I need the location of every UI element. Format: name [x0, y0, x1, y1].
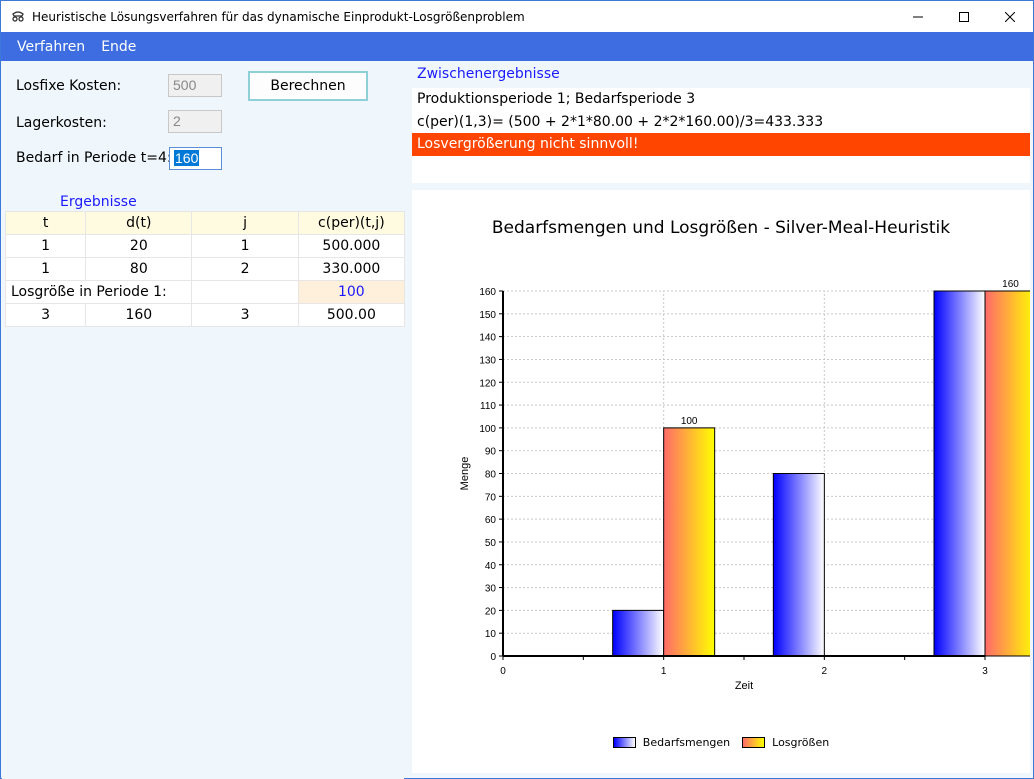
bar-losgrößen: [984, 290, 1030, 657]
y-tick-label: 50: [485, 538, 497, 549]
y-tick-label: 110: [480, 401, 496, 412]
y-tick-label: 70: [485, 492, 497, 503]
x-tick-label: 1: [661, 666, 667, 677]
app-icon: [12, 10, 24, 22]
chart-legend: Bedarfsmengen Losgrößen: [412, 736, 1030, 749]
lagerkosten-input[interactable]: 2: [168, 110, 222, 133]
zwischen-alert: Losvergrößerung nicht sinnvoll!: [412, 133, 1030, 156]
table-cell[interactable]: 80: [85, 257, 193, 281]
table-cell[interactable]: 2: [191, 257, 299, 281]
left-panel: Losfixe Kosten: 500 Lagerkosten: 2 Bedar…: [2, 61, 406, 779]
legend-swatch-bedarfsmengen: [612, 737, 636, 748]
y-tick-label: 0: [490, 652, 496, 663]
table-cell[interactable]: 1: [191, 234, 299, 258]
y-tick-label: 10: [485, 629, 497, 640]
lagerkosten-label: Lagerkosten:: [16, 115, 107, 131]
bedarf-input[interactable]: 160: [169, 147, 222, 170]
legend-entry-bedarfsmengen: Bedarfsmengen: [612, 736, 731, 749]
bedarf-input-value: 160: [174, 150, 200, 166]
y-tick-label: 80: [485, 470, 497, 481]
table-cell[interactable]: 3: [4, 303, 87, 327]
bar-data-label: 100: [681, 416, 698, 427]
y-tick-label: 30: [485, 584, 497, 595]
losfixe-kosten-input[interactable]: 500: [168, 74, 222, 97]
column-header-t: t: [4, 211, 87, 235]
x-tick-label: 3: [982, 666, 988, 677]
y-tick-label: 120: [479, 378, 496, 389]
window-title: Heuristische Lösungsverfahren für das dy…: [32, 9, 525, 24]
y-tick-label: 160: [479, 287, 496, 298]
menu-bar: Verfahren Ende: [1, 32, 1033, 61]
zwischen-line-2: c(per)(1,3)= (500 + 2*1*80.00 + 2*2*160.…: [417, 114, 824, 130]
zwischenergebnisse-box: Produktionsperiode 1; Bedarfsperiode 3 c…: [412, 88, 1030, 183]
legend-entry-losgroessen: Losgrößen: [742, 736, 829, 749]
maximize-button[interactable]: [941, 1, 987, 32]
bar-data-label: 160: [1002, 279, 1019, 290]
results-title: Ergebnisse: [60, 194, 137, 210]
y-tick-label: 60: [485, 515, 497, 526]
table-row: 1 20 1 500.000: [4, 234, 406, 258]
x-tick-label: 2: [822, 666, 828, 677]
zwischenergebnisse-title: Zwischenergebnisse: [417, 66, 560, 82]
close-button[interactable]: [987, 1, 1033, 32]
losgroesse-value[interactable]: 100: [297, 280, 406, 304]
column-header-j: j: [191, 211, 299, 235]
losgroesse-row: Losgröße in Periode 1: 100: [4, 280, 406, 304]
table-row: 1 80 2 330.000: [4, 257, 406, 281]
x-axis-label: Zeit: [735, 680, 753, 692]
chart-svg: 1001600102030405060708090100110120130140…: [459, 279, 1030, 692]
table-cell[interactable]: 500.000: [297, 234, 406, 258]
legend-swatch-losgroessen: [742, 737, 766, 748]
bar-bedarfsmengen: [772, 473, 825, 657]
y-tick-label: 90: [485, 447, 497, 458]
results-table: t d(t) j c(per)(t,j) 1 20 1 500.000 1 80…: [4, 211, 406, 327]
chart-panel: Bedarfsmengen und Losgrößen - Silver-Mea…: [412, 190, 1030, 773]
table-cell[interactable]: 3: [191, 303, 299, 327]
column-header-dt: d(t): [85, 211, 193, 235]
y-tick-label: 100: [479, 424, 496, 435]
table-cell[interactable]: [191, 280, 299, 304]
menu-ende[interactable]: Ende: [101, 38, 137, 55]
losgroesse-label: Losgröße in Periode 1:: [4, 280, 193, 304]
bar-bedarfsmengen: [933, 290, 986, 657]
y-tick-label: 130: [479, 355, 496, 366]
menu-verfahren[interactable]: Verfahren: [17, 38, 86, 55]
maximize-icon: [959, 11, 969, 22]
table-cell[interactable]: 160: [85, 303, 193, 327]
bedarf-label: Bedarf in Periode t=4:: [16, 150, 172, 166]
legend-label-losgroessen: Losgrößen: [772, 736, 830, 749]
table-cell[interactable]: 1: [4, 257, 87, 281]
column-header-cper: c(per)(t,j): [297, 211, 406, 235]
chart-title: Bedarfsmengen und Losgrößen - Silver-Mea…: [491, 218, 951, 238]
table-cell[interactable]: 330.000: [297, 257, 406, 281]
table-header-row: t d(t) j c(per)(t,j): [4, 211, 406, 235]
y-tick-label: 40: [485, 561, 497, 572]
zwischen-line-1: Produktionsperiode 1; Bedarfsperiode 3: [417, 91, 696, 107]
y-axis-label: Menge: [459, 457, 471, 491]
table-cell[interactable]: 500.00: [297, 303, 406, 327]
minimize-button[interactable]: [895, 1, 941, 32]
y-tick-label: 140: [479, 333, 496, 344]
close-icon: [1005, 11, 1015, 22]
bar-losgrößen: [663, 427, 716, 657]
table-cell[interactable]: 1: [4, 234, 87, 258]
bar-bedarfsmengen: [612, 609, 665, 657]
table-row: 3 160 3 500.00: [4, 303, 406, 327]
title-bar: Heuristische Lösungsverfahren für das dy…: [1, 1, 1033, 32]
x-tick-label: 0: [500, 666, 506, 677]
berechnen-button[interactable]: Berechnen: [248, 71, 368, 101]
table-cell[interactable]: 20: [85, 234, 193, 258]
minimize-icon: [913, 16, 923, 17]
y-tick-label: 150: [479, 310, 496, 321]
losfixe-kosten-label: Losfixe Kosten:: [16, 78, 122, 94]
legend-label-bedarfsmengen: Bedarfsmengen: [642, 736, 731, 749]
y-tick-label: 20: [485, 606, 497, 617]
